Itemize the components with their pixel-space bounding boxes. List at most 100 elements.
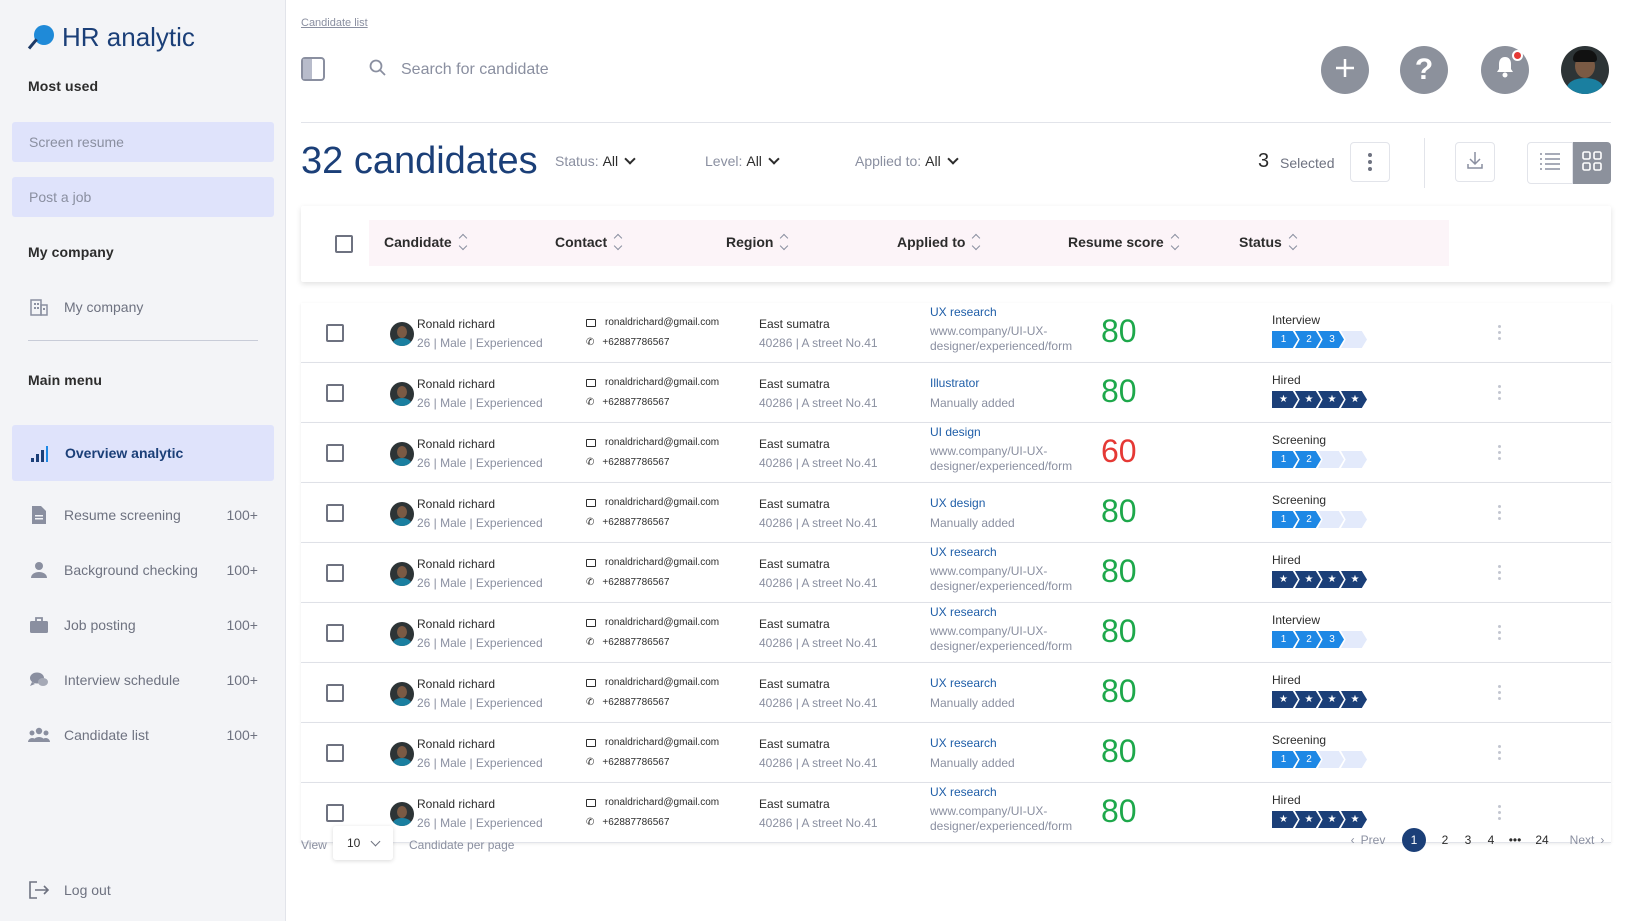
candidate-phone[interactable]: ✆ +62887786567 xyxy=(586,637,669,648)
table-row[interactable]: Ronald richard 26 | Male | Experienced ron… xyxy=(301,543,1611,603)
candidate-email[interactable]: ronaldrichard@gmail.com xyxy=(586,617,719,628)
candidate-email[interactable]: ronaldrichard@gmail.com xyxy=(586,557,719,568)
candidate-phone[interactable]: ✆ +62887786567 xyxy=(586,457,669,468)
column-header-resume-score[interactable]: Resume score xyxy=(1068,233,1179,251)
table-row[interactable]: Ronald richard 26 | Male | Experienced ron… xyxy=(301,303,1611,363)
prev-page-button[interactable]: ‹ Prev xyxy=(1345,828,1391,852)
notifications-button[interactable] xyxy=(1481,46,1529,94)
row-more-icon[interactable] xyxy=(1498,625,1501,640)
candidate-phone[interactable]: ✆ +62887786567 xyxy=(586,397,669,408)
column-header-applied-to[interactable]: Applied to xyxy=(897,233,981,251)
row-checkbox[interactable] xyxy=(326,564,344,582)
per-page-select[interactable]: 10 xyxy=(333,826,393,860)
sidebar-item-background-checking[interactable]: Background checking 100+ xyxy=(28,555,258,585)
column-header-region[interactable]: Region xyxy=(726,233,789,251)
page-24-button[interactable]: 24 xyxy=(1535,833,1549,847)
applied-job-link[interactable]: UX research xyxy=(930,736,997,750)
candidate-name[interactable]: Ronald richard xyxy=(417,497,496,511)
panel-toggle-icon[interactable] xyxy=(301,57,325,81)
list-view-button[interactable] xyxy=(1527,142,1573,184)
row-more-icon[interactable] xyxy=(1498,385,1501,400)
post-job-button[interactable]: Post a job xyxy=(12,177,274,217)
page-4-button[interactable]: 4 xyxy=(1487,833,1495,847)
row-more-icon[interactable] xyxy=(1498,745,1501,760)
candidate-name[interactable]: Ronald richard xyxy=(417,317,496,331)
candidate-name[interactable]: Ronald richard xyxy=(417,557,496,571)
candidate-name[interactable]: Ronald richard xyxy=(417,377,496,391)
candidate-phone[interactable]: ✆ +62887786567 xyxy=(586,697,669,708)
candidate-name[interactable]: Ronald richard xyxy=(417,677,496,691)
search-bar[interactable] xyxy=(369,56,869,84)
applied-to-filter[interactable]: Applied to: All xyxy=(855,153,959,169)
sidebar-item-my-company[interactable]: My company xyxy=(28,292,258,322)
add-button[interactable] xyxy=(1321,46,1369,94)
bulk-actions-button[interactable] xyxy=(1350,142,1390,182)
sidebar-item-resume-screening[interactable]: Resume screening 100+ xyxy=(28,500,258,530)
user-avatar[interactable] xyxy=(1561,46,1609,94)
row-checkbox[interactable] xyxy=(326,684,344,702)
table-row[interactable]: Ronald richard 26 | Male | Experienced ron… xyxy=(301,363,1611,423)
candidate-email[interactable]: ronaldrichard@gmail.com xyxy=(586,377,719,388)
row-checkbox[interactable] xyxy=(326,444,344,462)
column-header-status[interactable]: Status xyxy=(1239,233,1298,251)
applied-job-link[interactable]: UX research xyxy=(930,605,997,619)
applied-job-link[interactable]: UX research xyxy=(930,676,997,690)
row-more-icon[interactable] xyxy=(1498,805,1501,820)
applied-job-link[interactable]: UX design xyxy=(930,496,986,510)
row-more-icon[interactable] xyxy=(1498,685,1501,700)
table-row[interactable]: Ronald richard 26 | Male | Experienced ron… xyxy=(301,603,1611,663)
help-button[interactable]: ? xyxy=(1400,46,1448,94)
candidate-phone[interactable]: ✆ +62887786567 xyxy=(586,337,669,348)
candidate-email[interactable]: ronaldrichard@gmail.com xyxy=(586,497,719,508)
table-row[interactable]: Ronald richard 26 | Male | Experienced ron… xyxy=(301,783,1611,843)
applied-job-link[interactable]: UX research xyxy=(930,545,997,559)
next-page-button[interactable]: Next › xyxy=(1564,828,1610,852)
candidate-name[interactable]: Ronald richard xyxy=(417,797,496,811)
table-row[interactable]: Ronald richard 26 | Male | Experienced ron… xyxy=(301,723,1611,783)
row-checkbox[interactable] xyxy=(326,384,344,402)
row-checkbox[interactable] xyxy=(326,624,344,642)
row-checkbox[interactable] xyxy=(326,324,344,342)
candidate-email[interactable]: ronaldrichard@gmail.com xyxy=(586,797,719,808)
logout-button[interactable]: Log out xyxy=(28,880,111,900)
page-2-button[interactable]: 2 xyxy=(1441,833,1449,847)
applied-job-link[interactable]: UX research xyxy=(930,785,997,799)
select-all-checkbox[interactable] xyxy=(335,235,353,253)
candidate-email[interactable]: ronaldrichard@gmail.com xyxy=(586,437,719,448)
table-row[interactable]: Ronald richard 26 | Male | Experienced ron… xyxy=(301,663,1611,723)
candidate-phone[interactable]: ✆ +62887786567 xyxy=(586,817,669,828)
candidate-email[interactable]: ronaldrichard@gmail.com xyxy=(586,317,719,328)
row-more-icon[interactable] xyxy=(1498,505,1501,520)
row-more-icon[interactable] xyxy=(1498,565,1501,580)
screen-resume-button[interactable]: Screen resume xyxy=(12,122,274,162)
row-more-icon[interactable] xyxy=(1498,445,1501,460)
applied-job-link[interactable]: UX research xyxy=(930,305,997,319)
applied-job-link[interactable]: UI design xyxy=(930,425,981,439)
applied-job-link[interactable]: Illustrator xyxy=(930,376,980,390)
level-filter[interactable]: Level: All xyxy=(705,153,780,169)
breadcrumb[interactable]: Candidate list xyxy=(301,17,368,29)
table-row[interactable]: Ronald richard 26 | Male | Experienced ron… xyxy=(301,423,1611,483)
column-header-candidate[interactable]: Candidate xyxy=(384,233,467,251)
sidebar-item-interview-schedule[interactable]: Interview schedule 100+ xyxy=(28,665,258,695)
candidate-phone[interactable]: ✆ +62887786567 xyxy=(586,757,669,768)
row-checkbox[interactable] xyxy=(326,504,344,522)
status-filter[interactable]: Status: All xyxy=(555,153,636,169)
candidate-phone[interactable]: ✆ +62887786567 xyxy=(586,577,669,588)
sidebar-item-overview-analytic[interactable]: Overview analytic xyxy=(12,425,274,481)
page-3-button[interactable]: 3 xyxy=(1464,833,1472,847)
brand[interactable]: HR analytic xyxy=(26,22,195,53)
candidate-email[interactable]: ronaldrichard@gmail.com xyxy=(586,737,719,748)
download-button[interactable] xyxy=(1455,142,1495,182)
search-input[interactable] xyxy=(401,61,801,79)
column-header-contact[interactable]: Contact xyxy=(555,233,623,251)
table-row[interactable]: Ronald richard 26 | Male | Experienced ron… xyxy=(301,483,1611,543)
candidate-name[interactable]: Ronald richard xyxy=(417,737,496,751)
page-1-button[interactable]: 1 xyxy=(1402,828,1426,852)
sidebar-item-candidate-list[interactable]: Candidate list 100+ xyxy=(28,720,258,750)
row-more-icon[interactable] xyxy=(1498,325,1501,340)
candidate-name[interactable]: Ronald richard xyxy=(417,617,496,631)
row-checkbox[interactable] xyxy=(326,744,344,762)
sidebar-item-job-posting[interactable]: Job posting 100+ xyxy=(28,610,258,640)
candidate-name[interactable]: Ronald richard xyxy=(417,437,496,451)
